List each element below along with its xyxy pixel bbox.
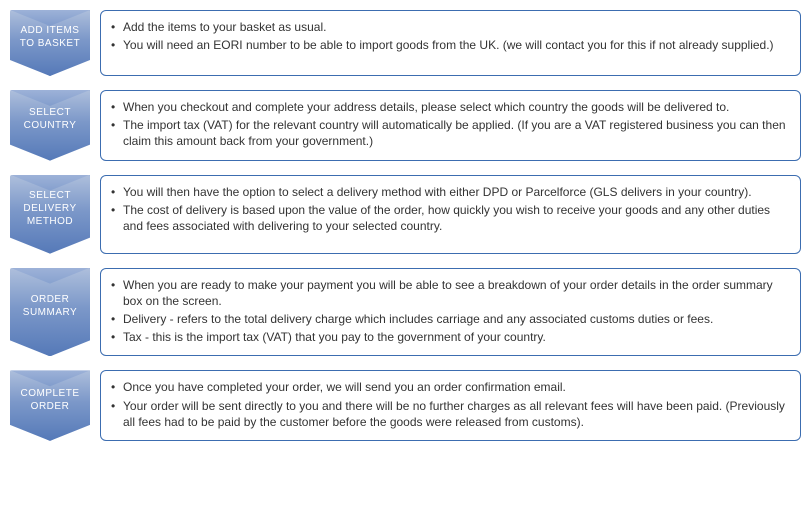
step-content: Once you have completed your order, we w… — [100, 370, 801, 441]
step-content: Add the items to your basket as usual. Yo… — [100, 10, 801, 76]
step-chevron: ORDER SUMMARY — [10, 268, 90, 357]
step-label: COMPLETE ORDER — [20, 387, 79, 413]
step-chevron: COMPLETE ORDER — [10, 370, 90, 441]
bullet-item: You will then have the option to select … — [111, 184, 790, 200]
bullet-list: You will then have the option to select … — [111, 184, 790, 235]
bullet-item: When you are ready to make your payment … — [111, 277, 790, 309]
bullet-item: Add the items to your basket as usual. — [111, 19, 790, 35]
step-content: When you are ready to make your payment … — [100, 268, 801, 357]
process-flow: ADD ITEMS TO BASKET Add the items to your… — [10, 10, 801, 441]
step-1: SELECT COUNTRY When you checkout and comp… — [10, 90, 801, 161]
bullet-item: When you checkout and complete your addr… — [111, 99, 790, 115]
bullet-item: You will need an EORI number to be able … — [111, 37, 790, 53]
step-4: COMPLETE ORDER Once you have completed yo… — [10, 370, 801, 441]
step-label: ADD ITEMS TO BASKET — [20, 24, 80, 50]
bullet-item: Once you have completed your order, we w… — [111, 379, 790, 395]
bullet-list: Add the items to your basket as usual. Yo… — [111, 19, 790, 53]
step-content: You will then have the option to select … — [100, 175, 801, 254]
step-3: ORDER SUMMARY When you are ready to make … — [10, 268, 801, 357]
step-2: SELECT DELIVERY METHOD You will then have… — [10, 175, 801, 254]
bullet-item: Tax - this is the import tax (VAT) that … — [111, 329, 790, 345]
step-label: SELECT COUNTRY — [24, 106, 77, 132]
bullet-list: Once you have completed your order, we w… — [111, 379, 790, 430]
bullet-item: Your order will be sent directly to you … — [111, 398, 790, 430]
bullet-item: Delivery - refers to the total delivery … — [111, 311, 790, 327]
step-content: When you checkout and complete your addr… — [100, 90, 801, 161]
step-chevron: SELECT COUNTRY — [10, 90, 90, 161]
bullet-item: The import tax (VAT) for the relevant co… — [111, 117, 790, 149]
step-label: ORDER SUMMARY — [23, 293, 77, 319]
bullet-list: When you are ready to make your payment … — [111, 277, 790, 346]
bullet-item: The cost of delivery is based upon the v… — [111, 202, 790, 234]
step-chevron: SELECT DELIVERY METHOD — [10, 175, 90, 254]
bullet-list: When you checkout and complete your addr… — [111, 99, 790, 150]
step-label: SELECT DELIVERY METHOD — [23, 189, 76, 228]
step-0: ADD ITEMS TO BASKET Add the items to your… — [10, 10, 801, 76]
step-chevron: ADD ITEMS TO BASKET — [10, 10, 90, 76]
